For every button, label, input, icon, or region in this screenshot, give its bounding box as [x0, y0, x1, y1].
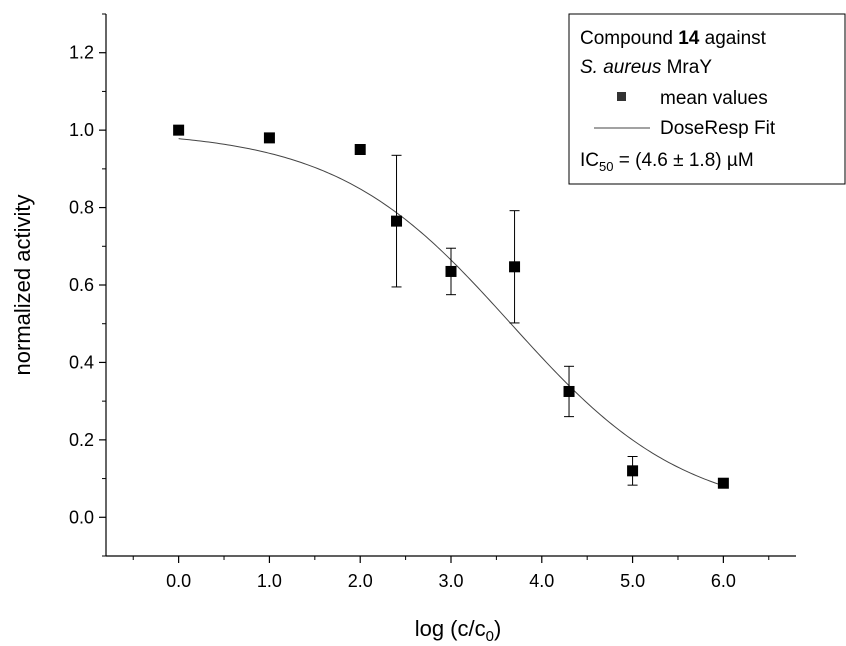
- legend-ic50: IC50 = (4.6 ± 1.8) µM: [580, 150, 754, 174]
- fit-curve: [178, 138, 724, 487]
- data-point: [263, 132, 275, 144]
- x-axis-title-subscript: 0: [486, 628, 494, 645]
- legend-title-suffix: against: [699, 28, 766, 49]
- data-point: [173, 124, 185, 136]
- legend-box: [568, 13, 846, 185]
- legend-entry-mean-values: mean values: [660, 88, 768, 109]
- x-tick-label: 5.0: [620, 571, 645, 591]
- x-tick-label: 3.0: [438, 571, 463, 591]
- legend-title-prefix: Compound: [580, 28, 678, 49]
- y-axis-title: normalized activity: [10, 195, 35, 376]
- y-tick-label: 0.8: [69, 198, 94, 218]
- errorbar-layer: [391, 154, 638, 486]
- legend-title: Compound 14 against: [580, 28, 767, 49]
- x-tick-label: 6.0: [711, 571, 736, 591]
- legend-ic50-label: IC: [580, 150, 599, 171]
- y-tick-label: 1.0: [69, 120, 94, 140]
- x-axis-title: log (c/c0): [415, 616, 502, 645]
- data-point: [509, 261, 521, 273]
- x-tick-label: 1.0: [257, 571, 282, 591]
- axes: [99, 13, 796, 563]
- fit-layer: [178, 138, 724, 487]
- data-point: [391, 215, 403, 227]
- x-tick-label: 0.0: [166, 571, 191, 591]
- x-axis-title-close: ): [494, 616, 501, 641]
- legend: Compound 14 against S. aureus MraY mean …: [568, 13, 846, 185]
- tick-label-layer: 0.0 1.0 2.0 3.0 4.0 5.0 6.0 0.0 0.2 0.4 0.6 0.8 1.0 1…: [69, 43, 736, 591]
- legend-organism: S. aureus MraY: [580, 57, 712, 78]
- legend-ic50-subscript: 50: [599, 159, 613, 174]
- legend-marker-square: [617, 92, 626, 101]
- points-layer: [173, 124, 729, 489]
- data-point: [627, 465, 639, 477]
- data-point: [354, 144, 366, 155]
- legend-organism-target: MraY: [661, 57, 712, 78]
- data-point: [563, 385, 575, 397]
- x-axis-title-main: log (c/c: [415, 616, 486, 641]
- legend-ic50-value: = (4.6 ± 1.8) µM: [613, 150, 753, 171]
- y-tick-label: 1.2: [69, 43, 94, 63]
- data-point: [717, 477, 729, 489]
- y-tick-label: 0.0: [69, 507, 94, 527]
- y-tick-label: 0.4: [69, 352, 94, 372]
- legend-organism-species: S. aureus: [580, 57, 662, 78]
- x-tick-label: 4.0: [529, 571, 554, 591]
- x-tick-label: 2.0: [348, 571, 373, 591]
- legend-compound-number: 14: [678, 28, 700, 49]
- data-point: [445, 265, 457, 277]
- y-tick-label: 0.2: [69, 430, 94, 450]
- y-tick-label: 0.6: [69, 275, 94, 295]
- legend-entry-fit: DoseResp Fit: [660, 118, 776, 139]
